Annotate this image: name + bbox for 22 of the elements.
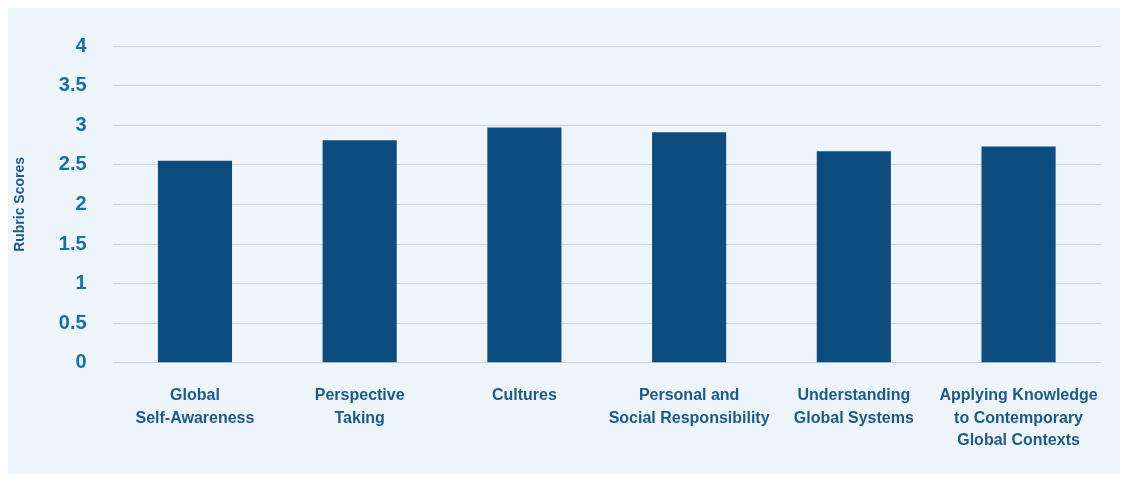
y-tick-label: 1 [75, 271, 87, 294]
bar [487, 127, 562, 363]
x-tick-label: Personal and Social Responsibility [608, 386, 770, 426]
y-tick-label: 2.5 [58, 152, 87, 175]
y-axis-title: Rubric Scores [11, 156, 28, 252]
y-tick-label: 3 [75, 112, 87, 135]
x-tick-label: Applying Knowledge to Contemporary Global Contexts [939, 386, 1098, 449]
y-tick-label: 2 [75, 191, 87, 214]
bar [981, 146, 1056, 363]
bar [322, 140, 397, 363]
y-tick-label: 4 [75, 33, 88, 56]
bar [652, 132, 727, 363]
bar [157, 160, 233, 363]
y-tick-label: 0 [75, 350, 87, 373]
x-tick-label: Understanding Global Systems [793, 386, 914, 426]
y-tick-label: 1.5 [58, 231, 87, 254]
y-tick-label: 0.5 [58, 310, 87, 333]
bar [816, 151, 891, 363]
y-tick-label: 3.5 [58, 73, 87, 96]
x-tick-label: Global Self-Awareness [135, 386, 255, 426]
x-tick-label: Perspective Taking [314, 386, 405, 426]
x-tick-label: Cultures [491, 386, 557, 404]
